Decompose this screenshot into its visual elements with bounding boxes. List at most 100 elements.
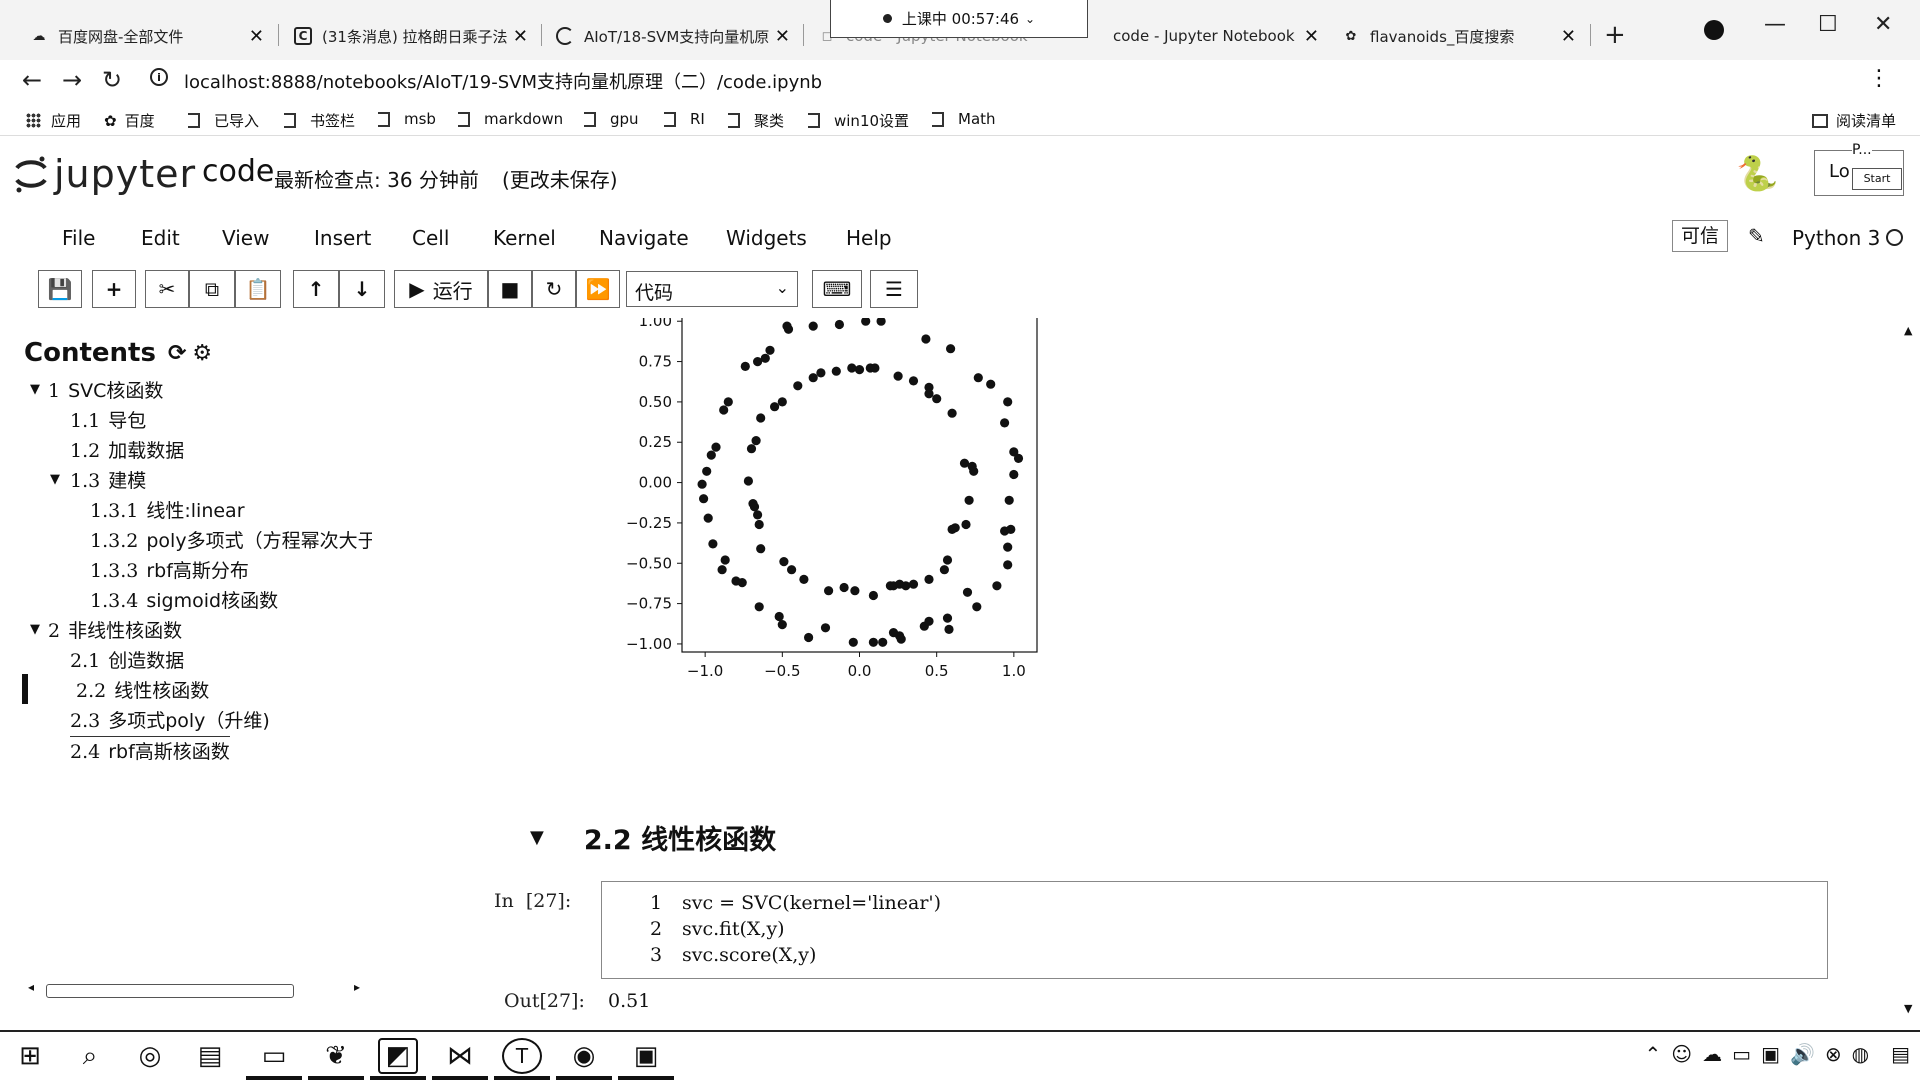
- toc-item[interactable]: 2 非线性核函数: [48, 620, 183, 642]
- bookmark-math[interactable]: Math: [932, 110, 996, 128]
- bookmark-apps[interactable]: 应用: [26, 110, 81, 131]
- tab-csdn[interactable]: C (31条消息) 拉格朗日乘子法 ✕: [294, 18, 534, 54]
- menu-kernel[interactable]: Kernel: [493, 226, 556, 250]
- toc-item[interactable]: 1.3.2 poly多项式（方程幂次大于: [90, 530, 372, 552]
- reading-list[interactable]: 阅读清单: [1811, 110, 1896, 131]
- tab-jupyter-active[interactable]: code - Jupyter Notebook ✕: [1085, 18, 1325, 54]
- presentation-icon[interactable]: ▣: [633, 1041, 659, 1071]
- menu-edit[interactable]: Edit: [141, 226, 180, 250]
- tab-baidu-pan[interactable]: ☁ 百度网盘-全部文件 ✕: [30, 18, 270, 54]
- bookmark-msb[interactable]: msb: [378, 110, 436, 128]
- scroll-down-icon[interactable]: ▼: [1904, 1002, 1913, 1015]
- volume-icon[interactable]: 🔊: [1789, 1042, 1815, 1066]
- caret-down-icon[interactable]: ▼: [50, 472, 60, 487]
- bookmark-markdown[interactable]: markdown: [458, 110, 563, 128]
- bookmark-gpu[interactable]: gpu: [584, 110, 639, 128]
- bookmark-clustering[interactable]: 聚类: [728, 110, 784, 131]
- restart-button[interactable]: ↻: [532, 270, 576, 308]
- typora-icon[interactable]: T: [502, 1038, 542, 1074]
- chrome-icon[interactable]: ◉: [572, 1041, 596, 1071]
- cut-button[interactable]: ✂: [145, 270, 189, 308]
- monitor-icon[interactable]: ▣: [1761, 1042, 1780, 1066]
- pycharm-icon[interactable]: ◩: [378, 1038, 418, 1074]
- trusted-indicator[interactable]: 可信: [1672, 220, 1728, 252]
- task-view-icon[interactable]: ▤: [197, 1041, 223, 1071]
- url-field[interactable]: localhost:8888/notebooks/AIoT/19-SVM支持向量…: [184, 72, 823, 93]
- toc-item[interactable]: 1.3.1 线性:linear: [90, 500, 245, 522]
- toc-item[interactable]: 1.1 导包: [70, 410, 147, 432]
- save-button[interactable]: 💾: [38, 270, 82, 308]
- restart-run-all-button[interactable]: ⏩: [576, 270, 620, 308]
- pencil-icon[interactable]: ✎: [1748, 224, 1765, 248]
- back-icon[interactable]: ←: [22, 66, 43, 94]
- move-up-button[interactable]: ↑: [293, 270, 339, 308]
- browser-menu-icon[interactable]: ⋮: [1868, 66, 1890, 91]
- toc-item[interactable]: 1.3 建模: [70, 470, 147, 492]
- toc-toggle-button[interactable]: ☰: [870, 270, 918, 308]
- notification-icon[interactable]: ▤: [1891, 1042, 1910, 1066]
- notebook-name[interactable]: code: [202, 154, 275, 189]
- tray-chevron-icon[interactable]: ⌃: [1644, 1042, 1662, 1066]
- bookmark-win10[interactable]: win10设置: [808, 110, 909, 131]
- tab-baidu-search[interactable]: ✿ flavanoids_百度搜索 ✕: [1342, 18, 1582, 54]
- bookmark-bar-folder[interactable]: 书签栏: [284, 110, 355, 131]
- menu-navigate[interactable]: Navigate: [599, 226, 689, 250]
- kernel-name[interactable]: Python 3: [1792, 226, 1881, 250]
- collapse-caret-icon[interactable]: ▼: [530, 827, 544, 848]
- search-icon[interactable]: ⌕: [82, 1040, 98, 1071]
- run-button[interactable]: ▶ 运行: [394, 270, 488, 308]
- menu-widgets[interactable]: Widgets: [726, 226, 807, 250]
- battery-icon[interactable]: ▭: [1732, 1042, 1752, 1066]
- info-icon[interactable]: i: [150, 68, 168, 86]
- scroll-right-icon[interactable]: ▸: [354, 980, 361, 994]
- scroll-left-icon[interactable]: ◂: [28, 980, 35, 994]
- close-icon[interactable]: ✕: [774, 26, 790, 47]
- toc-item[interactable]: 1 SVC核函数: [48, 380, 164, 402]
- toc-horizontal-scrollbar[interactable]: ◂ ▸: [28, 980, 361, 1000]
- insert-cell-button[interactable]: +: [92, 270, 136, 308]
- file-explorer-icon[interactable]: ▭: [261, 1041, 287, 1071]
- gear-icon[interactable]: ⚙: [192, 340, 213, 366]
- class-timer[interactable]: 上课中 00:57:46 ⌄: [830, 0, 1088, 38]
- menu-file[interactable]: File: [62, 226, 96, 250]
- code-cell[interactable]: 1 svc = SVC(kernel='linear') 2 svc.fit(X,y…: [601, 881, 1828, 979]
- caret-down-icon[interactable]: ▼: [30, 382, 40, 397]
- refresh-icon[interactable]: ⟳: [167, 340, 187, 366]
- start-button[interactable]: Start: [1852, 168, 1902, 190]
- cell-type-select[interactable]: 代码 ⌄: [626, 271, 798, 307]
- close-icon[interactable]: ✕: [248, 26, 264, 47]
- toc-item[interactable]: 2.4 rbf高斯核函数: [70, 736, 230, 764]
- cortana-icon[interactable]: ◎: [138, 1041, 162, 1071]
- interrupt-button[interactable]: ■: [488, 270, 532, 308]
- bookmark-ri[interactable]: RI: [664, 110, 705, 128]
- bookmark-imported[interactable]: 已导入: [188, 110, 259, 131]
- bookmark-baidu[interactable]: ✿ 百度: [104, 110, 155, 131]
- scroll-up-icon[interactable]: ▲: [1904, 324, 1913, 337]
- menu-cell[interactable]: Cell: [412, 226, 450, 250]
- new-tab-button[interactable]: +: [1604, 20, 1626, 50]
- maximize-icon[interactable]: ☐: [1818, 12, 1838, 37]
- profile-icon[interactable]: [1704, 20, 1724, 40]
- close-icon[interactable]: ✕: [512, 26, 528, 47]
- command-palette-button[interactable]: ⌨: [812, 270, 862, 308]
- vscode-icon[interactable]: ⋈: [447, 1041, 473, 1071]
- move-down-button[interactable]: ↓: [339, 270, 385, 308]
- toc-item-active[interactable]: 2.2 线性核函数: [76, 680, 210, 702]
- close-icon[interactable]: ✕: [1560, 26, 1576, 47]
- caret-down-icon[interactable]: ▼: [30, 622, 40, 637]
- close-icon[interactable]: ✕: [1303, 26, 1319, 47]
- menu-help[interactable]: Help: [846, 226, 892, 250]
- forward-icon[interactable]: →: [62, 66, 83, 94]
- tray-app-icon[interactable]: ☺: [1671, 1042, 1693, 1066]
- windows-start-icon[interactable]: ⊞: [19, 1041, 41, 1071]
- page-scrollbar[interactable]: ▲ ▼: [1900, 318, 1920, 1018]
- stop-circle-icon[interactable]: ⊗: [1824, 1042, 1842, 1066]
- toc-item[interactable]: 2.3 多项式poly（升维): [70, 710, 270, 732]
- cloud-icon[interactable]: ☁: [1702, 1042, 1723, 1066]
- app-icon[interactable]: ❦: [325, 1041, 347, 1071]
- paste-button[interactable]: 📋: [235, 270, 281, 308]
- scrollbar-thumb[interactable]: [46, 984, 294, 998]
- reload-icon[interactable]: ↻: [102, 66, 123, 94]
- window-close-icon[interactable]: ✕: [1874, 12, 1893, 37]
- copy-button[interactable]: ⧉: [189, 270, 235, 308]
